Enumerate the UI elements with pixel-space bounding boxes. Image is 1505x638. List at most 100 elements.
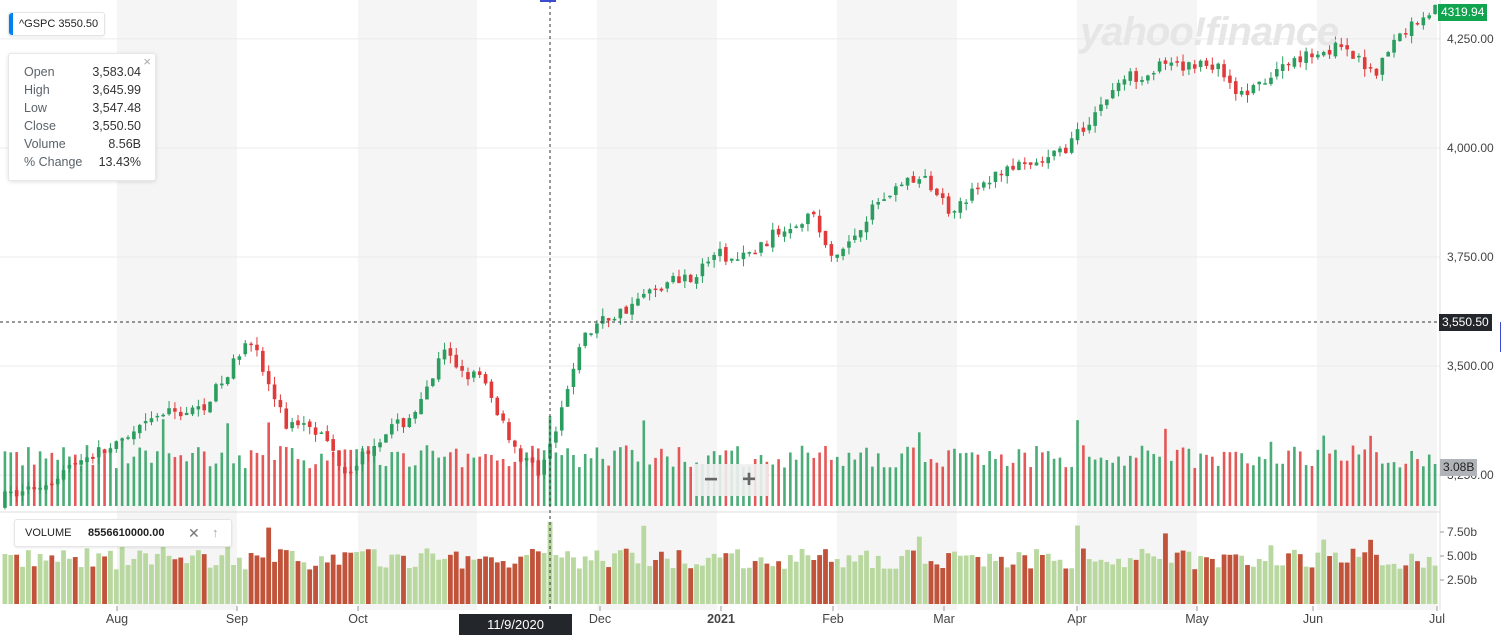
candle-body xyxy=(647,289,652,294)
volume-bar xyxy=(782,568,787,604)
volume-bar xyxy=(201,554,207,604)
candle-body xyxy=(1105,99,1109,106)
volume-bar xyxy=(869,568,875,604)
overlay-volume-bar xyxy=(267,422,270,506)
candle-body xyxy=(1321,52,1326,56)
volume-bar xyxy=(594,550,600,604)
candle-body xyxy=(618,308,623,319)
zoom-in-button[interactable]: + xyxy=(742,466,757,493)
overlay-volume-bar xyxy=(1064,467,1068,506)
candle-body xyxy=(173,408,177,412)
overlay-volume-bar xyxy=(1029,467,1032,506)
volume-bar xyxy=(278,549,283,604)
candle-body xyxy=(917,179,922,184)
overlay-volume-bar xyxy=(871,466,874,506)
close-icon[interactable]: ✕ xyxy=(188,525,200,541)
candle-body xyxy=(96,447,101,458)
overlay-volume-bar xyxy=(372,446,376,506)
candle-body xyxy=(1409,21,1414,37)
candle-body xyxy=(102,449,107,454)
candle-body xyxy=(501,413,505,421)
candle-body xyxy=(671,276,675,283)
zoom-out-button[interactable]: − xyxy=(704,466,719,493)
overlay-volume-bar xyxy=(402,453,405,506)
candle-body xyxy=(741,252,746,260)
candle-body xyxy=(26,486,31,490)
overlay-volume-bar xyxy=(976,454,980,506)
month-band xyxy=(358,0,477,610)
arrow-up-icon[interactable]: ↑ xyxy=(212,525,219,540)
candle-body xyxy=(143,421,148,424)
volume-bar xyxy=(283,550,289,604)
overlay-volume-bar xyxy=(1099,457,1103,506)
candle-body xyxy=(958,201,963,213)
overlay-volume-bar xyxy=(1416,459,1419,506)
volume-bar xyxy=(102,556,107,604)
overlay-volume-bar xyxy=(1158,456,1161,506)
volume-bar xyxy=(307,569,313,604)
candle-body xyxy=(776,228,781,235)
volume-bar xyxy=(1198,556,1204,604)
candle-body xyxy=(466,372,470,380)
overlay-volume-bar xyxy=(243,468,247,506)
month-band xyxy=(1077,0,1197,610)
overlay-volume-bar xyxy=(1000,454,1003,506)
candle-body xyxy=(706,261,711,264)
candle-body xyxy=(431,378,435,386)
overlay-volume-bar xyxy=(1082,445,1085,506)
volume-bar xyxy=(776,561,782,604)
volume-bar xyxy=(436,559,442,604)
volume-bar xyxy=(1391,563,1397,604)
overlay-volume-bar xyxy=(179,455,183,506)
candle-body xyxy=(401,418,406,428)
x-tick-label: 2021 xyxy=(707,612,735,626)
candle-body xyxy=(864,221,869,233)
candle-body xyxy=(214,384,218,402)
volume-bar xyxy=(881,568,887,604)
volume-bar xyxy=(166,555,172,604)
overlay-volume-bar xyxy=(1052,458,1056,506)
overlay-volume-bar xyxy=(1164,428,1167,506)
overlay-volume-bar xyxy=(249,450,253,506)
volume-bar xyxy=(1145,553,1151,604)
overlay-volume-bar xyxy=(126,463,130,506)
volume-bar xyxy=(295,561,301,604)
candle-body xyxy=(184,412,189,416)
candle-body xyxy=(278,399,283,408)
candle-body xyxy=(536,460,541,476)
volume-bar xyxy=(541,553,547,604)
candle-body xyxy=(700,263,705,277)
volume-bar xyxy=(1157,558,1162,604)
close-icon[interactable]: × xyxy=(143,54,151,69)
overlay-volume-bar xyxy=(1170,460,1173,506)
candle-body xyxy=(577,347,582,371)
candle-body xyxy=(1017,161,1021,171)
candle-body xyxy=(1134,71,1138,82)
overlay-volume-bar xyxy=(1175,449,1179,506)
volume-bar xyxy=(635,563,641,604)
volume-bar xyxy=(1420,567,1426,604)
volume-bar xyxy=(20,566,25,604)
candle-body xyxy=(853,235,857,240)
overlay-volume-bar xyxy=(114,468,118,506)
crosshair-volume-badge: 3.08B xyxy=(1440,459,1478,476)
overlay-volume-bar xyxy=(1076,420,1079,506)
volume-bar xyxy=(55,561,61,604)
candle-body xyxy=(1192,64,1197,69)
volume-bar xyxy=(260,557,266,604)
overlay-volume-bar xyxy=(519,454,523,506)
candle-body xyxy=(1275,69,1279,77)
symbol-badge[interactable]: ^GSPC 3550.50 xyxy=(8,12,106,36)
volume-bar xyxy=(1297,554,1303,604)
candle-body xyxy=(266,371,271,385)
overlay-volume-bar xyxy=(1334,449,1337,506)
candle-body xyxy=(600,316,605,324)
candle-body xyxy=(1157,61,1162,72)
candle-body xyxy=(624,306,629,314)
candle-body xyxy=(202,404,207,411)
candle-body xyxy=(255,344,259,351)
overlay-volume-bar xyxy=(238,455,241,506)
volume-bar xyxy=(653,559,658,604)
volume-bar xyxy=(535,551,541,604)
